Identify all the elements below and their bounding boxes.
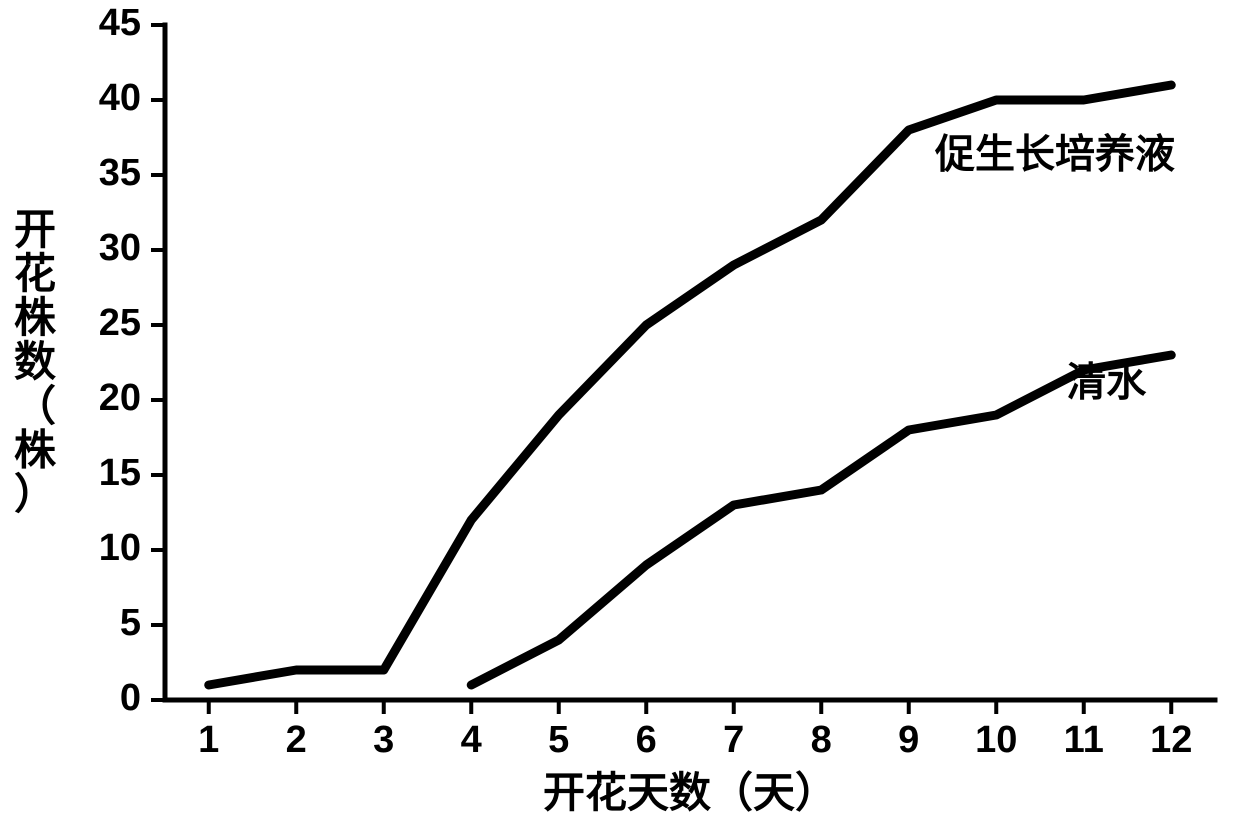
y-tick-label: 5	[120, 602, 141, 644]
line-chart: 051015202530354045123456789101112促生长培养液清…	[0, 0, 1239, 832]
y-tick-label: 30	[99, 227, 141, 269]
x-tick-label: 4	[461, 719, 482, 761]
y-tick-label: 0	[120, 677, 141, 719]
series-label-water: 清水	[1066, 361, 1147, 405]
x-tick-label: 3	[373, 719, 394, 761]
x-tick-label: 8	[811, 719, 832, 761]
y-tick-label: 40	[99, 77, 141, 119]
y-tick-label: 45	[99, 2, 141, 44]
y-tick-label: 15	[99, 452, 141, 494]
x-axis-label: 开花天数（天）	[543, 769, 837, 816]
x-tick-label: 11	[1064, 719, 1104, 761]
y-tick-label: 25	[99, 302, 141, 344]
y-tick-label: 10	[99, 527, 141, 569]
y-tick-label: 35	[99, 152, 141, 194]
y-tick-label: 20	[99, 377, 141, 419]
x-tick-label: 5	[548, 719, 569, 761]
x-tick-label: 10	[975, 719, 1017, 761]
x-tick-label: 9	[898, 719, 919, 761]
x-tick-label: 6	[636, 719, 657, 761]
x-tick-label: 1	[198, 719, 219, 761]
series-label-growth: 促生长培养液	[934, 133, 1175, 177]
chart-svg: 051015202530354045123456789101112促生长培养液清…	[0, 0, 1239, 832]
y-axis-label: 开花株数（株）	[14, 206, 57, 518]
x-tick-label: 2	[286, 719, 307, 761]
x-tick-label: 12	[1150, 719, 1192, 761]
x-tick-label: 7	[723, 719, 744, 761]
